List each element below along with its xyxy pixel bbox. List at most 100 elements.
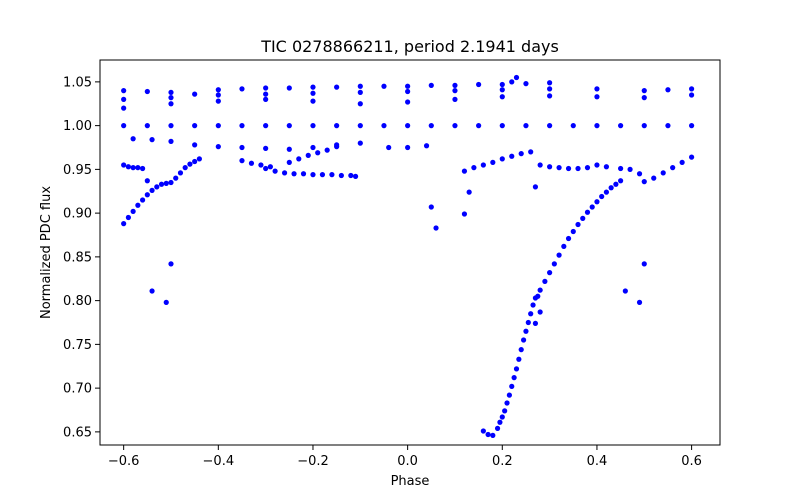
data-point (192, 91, 198, 97)
data-point (480, 162, 486, 168)
x-tick-label: 0.0 (397, 454, 418, 469)
plot-frame (99, 59, 721, 446)
data-point (689, 123, 695, 129)
data-point (357, 123, 363, 129)
data-point (272, 168, 278, 174)
data-point (310, 90, 316, 96)
data-point (338, 172, 344, 179)
data-point (679, 159, 685, 165)
data-point (476, 81, 482, 88)
data-point (518, 347, 524, 353)
data-point (537, 309, 543, 315)
data-point (386, 144, 392, 151)
data-point (537, 162, 543, 168)
data-point (144, 192, 150, 198)
data-point (144, 88, 150, 95)
data-point (641, 88, 647, 94)
data-point (613, 181, 619, 187)
data-point (258, 162, 264, 168)
data-point (525, 319, 531, 326)
data-point (281, 170, 288, 176)
data-point (125, 214, 131, 221)
data-point (135, 165, 141, 171)
data-point (641, 179, 647, 185)
data-point (618, 178, 624, 184)
data-point (594, 94, 600, 100)
data-point (461, 211, 468, 217)
data-point (173, 175, 179, 181)
data-point (177, 170, 184, 176)
data-point (499, 156, 505, 162)
data-point (334, 123, 340, 129)
data-point (428, 82, 434, 88)
data-point (324, 147, 330, 153)
data-point (168, 179, 174, 186)
data-point (121, 96, 127, 102)
y-tick-label: 0.90 (63, 207, 92, 222)
data-point (149, 137, 155, 143)
data-point (168, 261, 174, 267)
data-point (513, 74, 520, 81)
data-point (149, 288, 155, 294)
x-tick-label: −0.4 (203, 454, 235, 469)
data-point (154, 184, 160, 190)
data-point (286, 85, 292, 91)
data-point (452, 123, 458, 129)
data-point (689, 92, 695, 98)
data-point (528, 311, 534, 317)
data-point (504, 400, 510, 406)
data-point (263, 165, 269, 172)
data-point (215, 144, 221, 150)
y-tick-label: 0.70 (63, 382, 92, 397)
data-point (267, 164, 273, 170)
data-point (163, 180, 169, 186)
data-point (130, 136, 136, 142)
data-point (144, 178, 150, 184)
data-point (575, 221, 581, 228)
data-point (689, 154, 695, 160)
data-point (305, 152, 311, 158)
data-point (506, 392, 512, 398)
data-point (530, 302, 536, 308)
data-point (490, 159, 496, 165)
data-point (239, 158, 245, 164)
data-point (263, 91, 269, 97)
data-point (168, 123, 174, 129)
data-point (651, 175, 657, 181)
data-point (196, 156, 202, 162)
data-point (594, 199, 600, 205)
data-point (140, 197, 146, 203)
data-point (476, 123, 482, 129)
data-point (570, 228, 576, 235)
data-point (547, 270, 553, 276)
data-point (144, 123, 150, 129)
data-point (130, 208, 136, 214)
data-point (452, 88, 458, 94)
data-point (547, 123, 553, 129)
data-point (471, 165, 477, 171)
data-points (121, 74, 695, 438)
data-point (636, 171, 643, 177)
data-point (291, 171, 297, 177)
data-point (689, 86, 695, 92)
y-tick-label: 1.00 (63, 119, 92, 134)
data-point (509, 383, 515, 389)
data-point (499, 81, 505, 88)
data-point (192, 142, 198, 148)
data-point (599, 193, 605, 200)
data-point (660, 170, 666, 176)
x-tick-label: −0.2 (297, 454, 329, 469)
y-tick-label: 0.85 (63, 250, 92, 265)
data-point (158, 181, 165, 187)
data-point (556, 252, 562, 258)
data-point (511, 375, 517, 381)
data-point (215, 123, 221, 129)
data-point (452, 82, 458, 88)
data-point (618, 123, 624, 129)
data-point (405, 123, 411, 129)
data-point (423, 143, 430, 149)
data-point (499, 123, 505, 129)
data-point (516, 356, 522, 362)
